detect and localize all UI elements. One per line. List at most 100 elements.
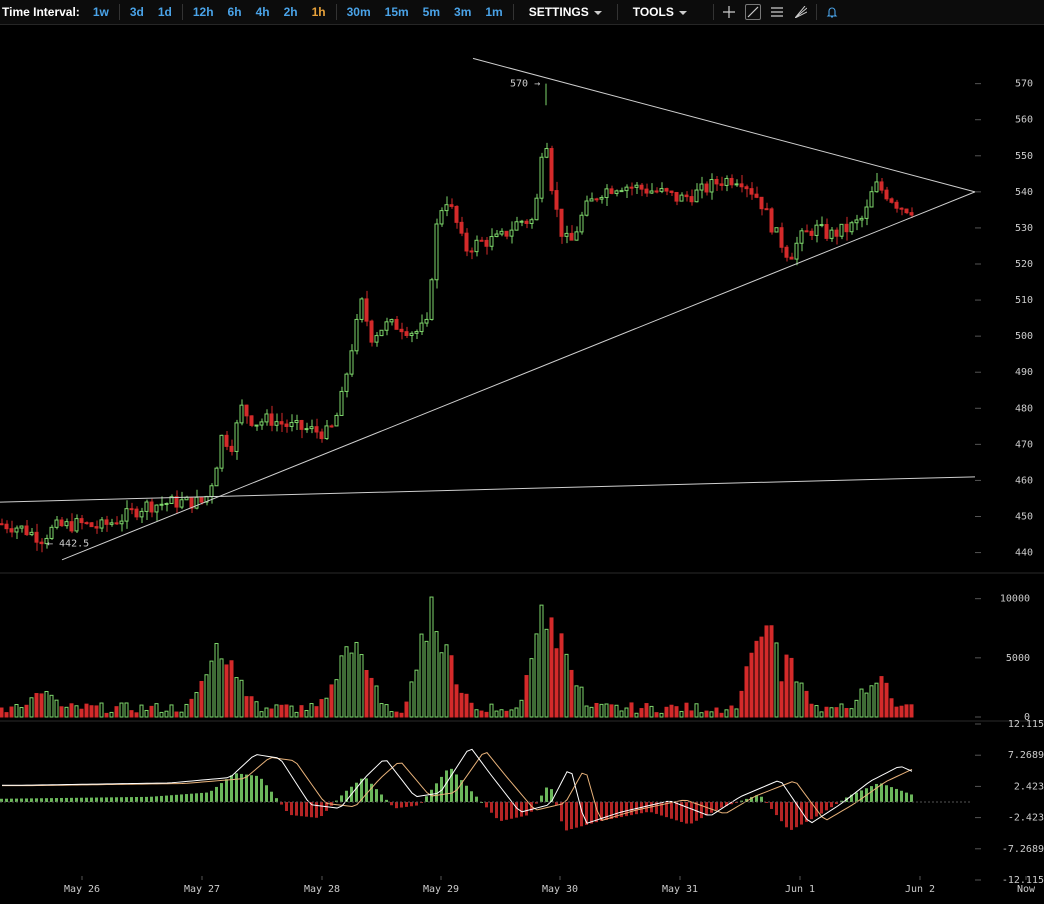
candle-body: [284, 423, 289, 427]
interval-3d[interactable]: 3d: [129, 5, 144, 19]
volume-bar: [269, 708, 274, 718]
price-tick-label: 510: [1015, 295, 1033, 306]
macd-bar: [360, 778, 363, 802]
macd-bar: [435, 783, 438, 802]
candle-body: [894, 201, 899, 209]
line-tool-icon[interactable]: [744, 4, 761, 20]
macd-bar: [205, 792, 208, 802]
candle-body: [224, 434, 229, 447]
macd-bar: [225, 779, 228, 802]
toolbar: Time Interval: 1w 3d 1d 12h 6h 4h 2h 1h …: [0, 0, 1044, 25]
interval-1w[interactable]: 1w: [92, 5, 109, 19]
macd-bar: [605, 802, 608, 820]
candle-body: [679, 194, 684, 202]
settings-menu[interactable]: SETTINGS: [517, 5, 614, 19]
volume-bar: [449, 655, 454, 718]
interval-3m[interactable]: 3m: [454, 5, 472, 19]
candle-body: [299, 420, 304, 430]
candle-body: [739, 183, 744, 188]
interval-15m[interactable]: 15m: [384, 5, 409, 19]
macd-bar: [395, 802, 398, 809]
interval-1d[interactable]: 1d: [157, 5, 172, 19]
volume-bar: [549, 617, 554, 718]
candle-body: [709, 179, 714, 193]
macd-bar: [575, 802, 578, 828]
macd-bar: [355, 782, 358, 802]
volume-bar: [284, 704, 289, 718]
macd-bar: [75, 797, 78, 802]
interval-6h[interactable]: 6h: [227, 5, 242, 19]
candle-body: [64, 521, 69, 527]
volume-bar: [54, 699, 59, 718]
interval-30m[interactable]: 30m: [346, 5, 371, 19]
macd-bar: [380, 794, 383, 802]
macd-bar: [520, 802, 523, 817]
macd-bar: [170, 795, 173, 802]
candle-body: [579, 214, 584, 233]
macd-bar: [180, 794, 183, 802]
interval-2h[interactable]: 2h: [283, 5, 298, 19]
candle-body: [159, 503, 164, 506]
volume-bar: [424, 640, 429, 718]
volume-bar: [674, 706, 679, 718]
candle-body: [519, 220, 524, 223]
candle-body: [294, 420, 299, 424]
volume-bar: [294, 711, 299, 718]
crosshair-icon[interactable]: [721, 4, 737, 20]
macd-tick-label: 12.115: [1008, 719, 1044, 730]
interval-12h[interactable]: 12h: [192, 5, 214, 19]
candle-body: [334, 414, 339, 427]
volume-bar: [684, 702, 689, 718]
caret-down-icon: [678, 10, 687, 15]
macd-bar: [50, 798, 53, 802]
interval-1m[interactable]: 1m: [485, 5, 503, 19]
volume-bar: [179, 711, 184, 718]
candle-body: [689, 196, 694, 203]
volume-bar: [909, 704, 914, 718]
horizontal-lines-icon[interactable]: [769, 4, 785, 20]
volume-bar: [484, 711, 489, 718]
macd-bar: [245, 774, 248, 802]
volume-bar: [314, 706, 319, 718]
volume-bar: [574, 685, 579, 718]
volume-bar: [884, 682, 889, 718]
volume-bar: [379, 703, 384, 718]
interval-1h[interactable]: 1h: [311, 5, 326, 19]
candle-body: [884, 189, 889, 200]
volume-bar: [254, 701, 259, 718]
interval-4h[interactable]: 4h: [255, 5, 270, 19]
low-annotation: ← 442.5: [47, 539, 89, 550]
volume-bar: [384, 704, 389, 718]
volume-bar: [604, 703, 609, 718]
macd-tick-label: 2.423: [1014, 781, 1044, 792]
macd-bar: [15, 798, 18, 802]
macd-bar: [10, 798, 13, 802]
macd-bar: [365, 778, 368, 802]
candle-body: [704, 183, 709, 193]
date-label: Now: [1017, 884, 1036, 895]
volume-bar: [464, 693, 469, 718]
alert-bell-icon[interactable]: [824, 4, 840, 20]
volume-bar: [304, 710, 309, 718]
tools-menu[interactable]: TOOLS: [621, 5, 699, 19]
macd-bar: [875, 783, 878, 802]
volume-tick-label: 0: [1024, 712, 1030, 723]
volume-bar: [0, 707, 4, 718]
candle-body: [539, 156, 544, 199]
interval-5m[interactable]: 5m: [422, 5, 441, 19]
toolbar-divider: [181, 4, 183, 20]
macd-bar: [795, 802, 798, 828]
macd-bar: [20, 798, 23, 802]
candle-body: [649, 190, 654, 194]
volume-bar: [44, 691, 49, 718]
trading-chart[interactable]: 570 → ← 442.5 570 560 550 540 530 520 510 500 490…: [0, 25, 1044, 904]
volume-bar: [734, 708, 739, 718]
volume-bar: [404, 701, 409, 718]
volume-bar: [589, 706, 594, 718]
volume-bar: [824, 706, 829, 718]
macd-bar: [65, 797, 68, 802]
volume-bar: [459, 692, 464, 718]
volume-bar: [609, 704, 614, 718]
fan-tool-icon[interactable]: [793, 4, 809, 20]
volume-bar: [584, 705, 589, 718]
